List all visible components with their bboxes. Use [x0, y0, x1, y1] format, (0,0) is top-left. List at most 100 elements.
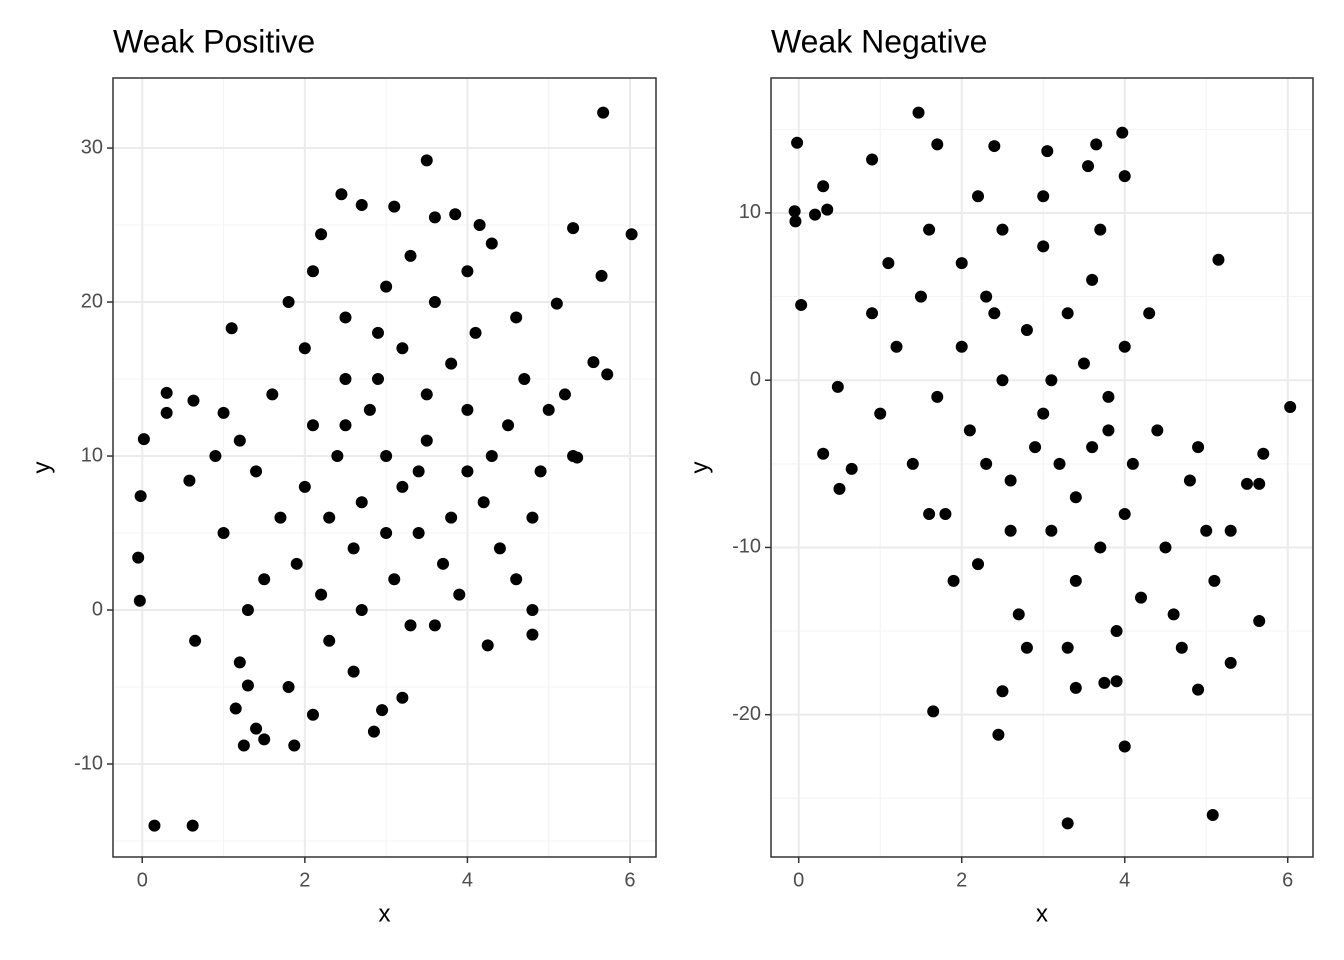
- point: [250, 465, 263, 478]
- x-tick-label: 6: [624, 869, 635, 891]
- y-axis-title: y: [28, 462, 55, 474]
- point: [1151, 424, 1164, 437]
- point: [980, 457, 993, 470]
- point: [380, 527, 393, 540]
- point: [963, 424, 976, 437]
- point: [1037, 190, 1050, 203]
- y-tick-label: -10: [74, 752, 103, 774]
- point: [502, 419, 515, 432]
- y-tick-label: -20: [732, 703, 761, 725]
- point: [988, 307, 1001, 320]
- point: [874, 407, 887, 420]
- point: [461, 465, 474, 478]
- point: [290, 557, 303, 570]
- point: [1037, 407, 1050, 420]
- point: [315, 588, 328, 601]
- point: [510, 311, 523, 324]
- point: [445, 357, 458, 370]
- point: [160, 386, 173, 399]
- x-tick-label: 2: [299, 869, 310, 891]
- point: [866, 153, 879, 166]
- point: [587, 356, 600, 369]
- point: [789, 215, 802, 228]
- point: [428, 619, 441, 632]
- point: [845, 462, 858, 475]
- x-tick-label: 0: [793, 869, 804, 891]
- point: [1102, 424, 1115, 437]
- point: [355, 496, 368, 509]
- point: [914, 290, 927, 303]
- point: [420, 434, 433, 447]
- point: [1224, 524, 1237, 537]
- point: [1206, 809, 1219, 822]
- point: [183, 474, 196, 487]
- point: [380, 450, 393, 463]
- point: [795, 298, 808, 311]
- point: [453, 588, 466, 601]
- point: [1116, 126, 1129, 139]
- point: [866, 307, 879, 320]
- point: [186, 819, 199, 832]
- point: [241, 604, 254, 617]
- y-tick-label: 10: [739, 201, 761, 223]
- point: [809, 208, 822, 221]
- point: [992, 728, 1005, 741]
- point: [1118, 740, 1131, 753]
- point: [396, 342, 409, 355]
- point: [821, 203, 834, 216]
- point: [1118, 340, 1131, 353]
- point: [518, 373, 531, 386]
- point: [347, 542, 360, 555]
- point: [1041, 145, 1054, 158]
- point: [461, 403, 474, 416]
- point: [1110, 625, 1123, 638]
- point: [1086, 441, 1099, 454]
- point: [510, 573, 523, 586]
- point: [461, 265, 474, 278]
- point: [817, 180, 830, 193]
- point: [1175, 641, 1188, 654]
- point: [980, 290, 993, 303]
- point: [1224, 656, 1237, 669]
- plot-background: [771, 78, 1313, 857]
- point: [526, 604, 539, 617]
- x-tick-label: 2: [956, 869, 967, 891]
- point: [1045, 374, 1058, 387]
- point: [595, 269, 608, 282]
- x-axis-title: x: [1036, 900, 1048, 927]
- x-tick-label: 4: [462, 869, 473, 891]
- point: [241, 679, 254, 692]
- x-tick-label: 6: [1282, 869, 1293, 891]
- point: [526, 511, 539, 524]
- point: [931, 390, 944, 403]
- point: [282, 296, 295, 309]
- point: [229, 702, 242, 715]
- point: [1118, 170, 1131, 183]
- point: [1061, 817, 1074, 830]
- point: [339, 373, 352, 386]
- point: [972, 558, 985, 571]
- point: [376, 704, 389, 717]
- y-tick-label: 0: [750, 368, 761, 390]
- point: [347, 665, 360, 678]
- point: [315, 228, 328, 241]
- point: [250, 722, 263, 735]
- point: [1094, 223, 1107, 236]
- point: [1284, 400, 1297, 413]
- y-tick-label: -10: [732, 536, 761, 558]
- point: [542, 403, 555, 416]
- point: [526, 628, 539, 641]
- point: [1240, 477, 1253, 490]
- point: [831, 380, 844, 393]
- point: [1037, 240, 1050, 253]
- point: [258, 573, 271, 586]
- point: [996, 685, 1009, 698]
- point: [1090, 138, 1103, 151]
- point: [1045, 524, 1058, 537]
- chart-title: Weak Positive: [113, 23, 315, 59]
- point: [571, 451, 584, 464]
- point: [558, 388, 571, 401]
- point: [988, 140, 1001, 153]
- point: [404, 619, 417, 632]
